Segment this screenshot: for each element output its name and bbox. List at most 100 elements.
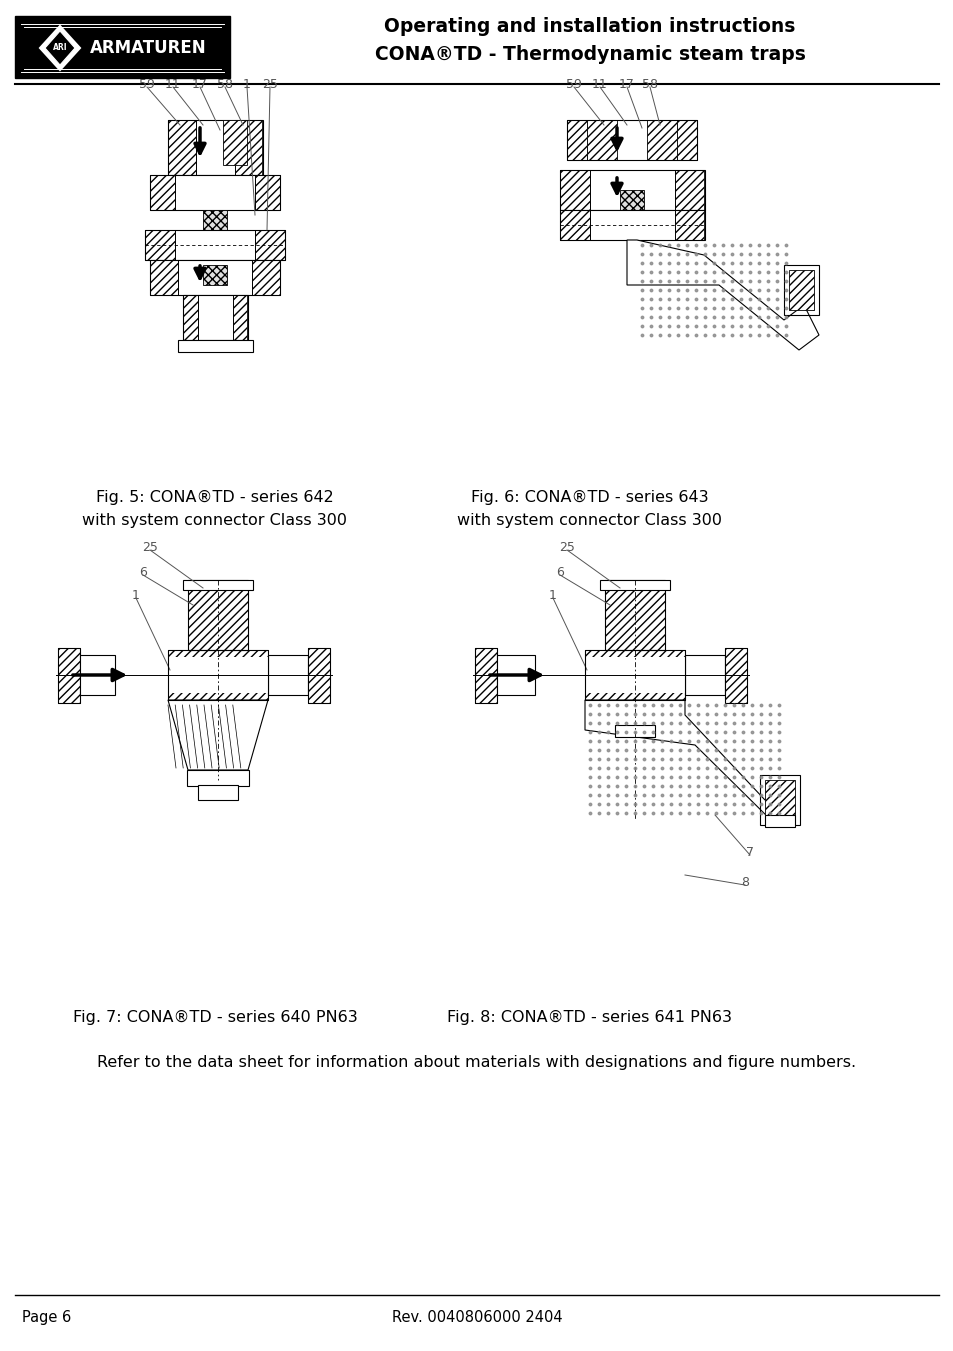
Bar (174, 230, 254, 259)
Bar (584, 657, 684, 693)
Bar (58, 648, 80, 703)
Bar (559, 170, 589, 209)
Bar (145, 230, 285, 259)
Bar (604, 580, 664, 650)
Text: ARI: ARI (52, 43, 68, 53)
Bar (783, 265, 818, 315)
Text: Fig. 8: CONA®TD - series 641 PN63: Fig. 8: CONA®TD - series 641 PN63 (447, 1011, 732, 1025)
Bar (187, 770, 249, 786)
Bar (232, 295, 247, 340)
Text: 17: 17 (618, 78, 635, 91)
Bar (15, 16, 230, 78)
Bar (203, 209, 227, 230)
Bar (168, 120, 195, 176)
Bar (183, 580, 253, 590)
Text: 1: 1 (243, 78, 251, 91)
Text: Page 6: Page 6 (22, 1310, 71, 1325)
Bar (188, 580, 248, 650)
Bar (174, 176, 254, 209)
Bar (254, 230, 285, 259)
Text: ARMATUREN: ARMATUREN (90, 39, 206, 57)
Text: 11: 11 (592, 78, 607, 91)
Text: Fig. 5: CONA®TD - series 642: Fig. 5: CONA®TD - series 642 (96, 490, 334, 505)
Bar (497, 655, 535, 694)
Bar (223, 120, 247, 165)
Text: with system connector Class 300: with system connector Class 300 (457, 513, 721, 528)
Text: Refer to the data sheet for information about materials with designations and fi: Refer to the data sheet for information … (97, 1055, 856, 1070)
Bar (188, 580, 248, 650)
Bar (589, 209, 675, 240)
Bar (584, 650, 684, 700)
Bar (183, 295, 198, 340)
Bar (80, 655, 115, 694)
Polygon shape (626, 240, 818, 350)
Text: 6: 6 (139, 566, 147, 580)
Text: Fig. 7: CONA®TD - series 640 PN63: Fig. 7: CONA®TD - series 640 PN63 (72, 1011, 357, 1025)
Bar (475, 648, 497, 703)
Bar (150, 176, 174, 209)
Bar (559, 209, 704, 240)
Bar (308, 648, 330, 703)
Bar (183, 295, 248, 340)
Bar (195, 120, 234, 176)
Bar (254, 176, 280, 209)
Text: 25: 25 (558, 540, 575, 554)
Bar (566, 120, 586, 159)
Bar (586, 120, 617, 159)
Bar (760, 775, 800, 825)
Bar (168, 650, 268, 700)
Bar (646, 120, 677, 159)
Bar (788, 270, 813, 309)
Polygon shape (584, 700, 789, 824)
Bar (559, 170, 704, 209)
Bar (475, 648, 497, 703)
Bar (198, 785, 237, 800)
Bar (233, 120, 262, 176)
Text: 8: 8 (740, 875, 748, 889)
Bar (168, 657, 268, 693)
Text: 17: 17 (192, 78, 208, 91)
Text: Rev. 0040806000 2404: Rev. 0040806000 2404 (392, 1310, 561, 1325)
Text: 25: 25 (142, 540, 158, 554)
Bar (150, 176, 280, 209)
Bar (673, 209, 703, 240)
Text: 1: 1 (132, 589, 140, 603)
Text: CONA®TD - Thermodynamic steam traps: CONA®TD - Thermodynamic steam traps (375, 46, 804, 65)
Polygon shape (45, 31, 75, 65)
Polygon shape (168, 700, 268, 770)
Bar (684, 655, 724, 694)
Bar (724, 648, 746, 703)
Bar (150, 259, 178, 295)
Bar (584, 650, 684, 700)
Bar (604, 580, 664, 650)
Bar (619, 190, 643, 209)
Text: 59: 59 (139, 78, 154, 91)
Text: 1: 1 (549, 589, 557, 603)
Bar (589, 170, 675, 209)
Bar (677, 120, 697, 159)
Bar (268, 655, 308, 694)
Text: with system connector Class 300: with system connector Class 300 (82, 513, 347, 528)
Text: 6: 6 (556, 566, 563, 580)
Bar (58, 648, 80, 703)
Bar (168, 120, 263, 176)
Bar (559, 209, 589, 240)
Text: 58: 58 (216, 78, 233, 91)
Polygon shape (40, 26, 80, 70)
Bar (168, 650, 268, 700)
Bar (724, 648, 746, 703)
Bar (615, 725, 655, 738)
Text: 11: 11 (165, 78, 181, 91)
Text: 25: 25 (262, 78, 277, 91)
Bar (673, 170, 703, 209)
Text: 7: 7 (745, 846, 753, 859)
Text: Fig. 6: CONA®TD - series 643: Fig. 6: CONA®TD - series 643 (471, 490, 708, 505)
Text: 58: 58 (641, 78, 658, 91)
Bar (203, 265, 227, 285)
Bar (178, 340, 253, 353)
Bar (145, 230, 174, 259)
Bar (764, 815, 794, 827)
Bar (764, 780, 794, 820)
Bar (599, 580, 669, 590)
Bar (252, 259, 280, 295)
